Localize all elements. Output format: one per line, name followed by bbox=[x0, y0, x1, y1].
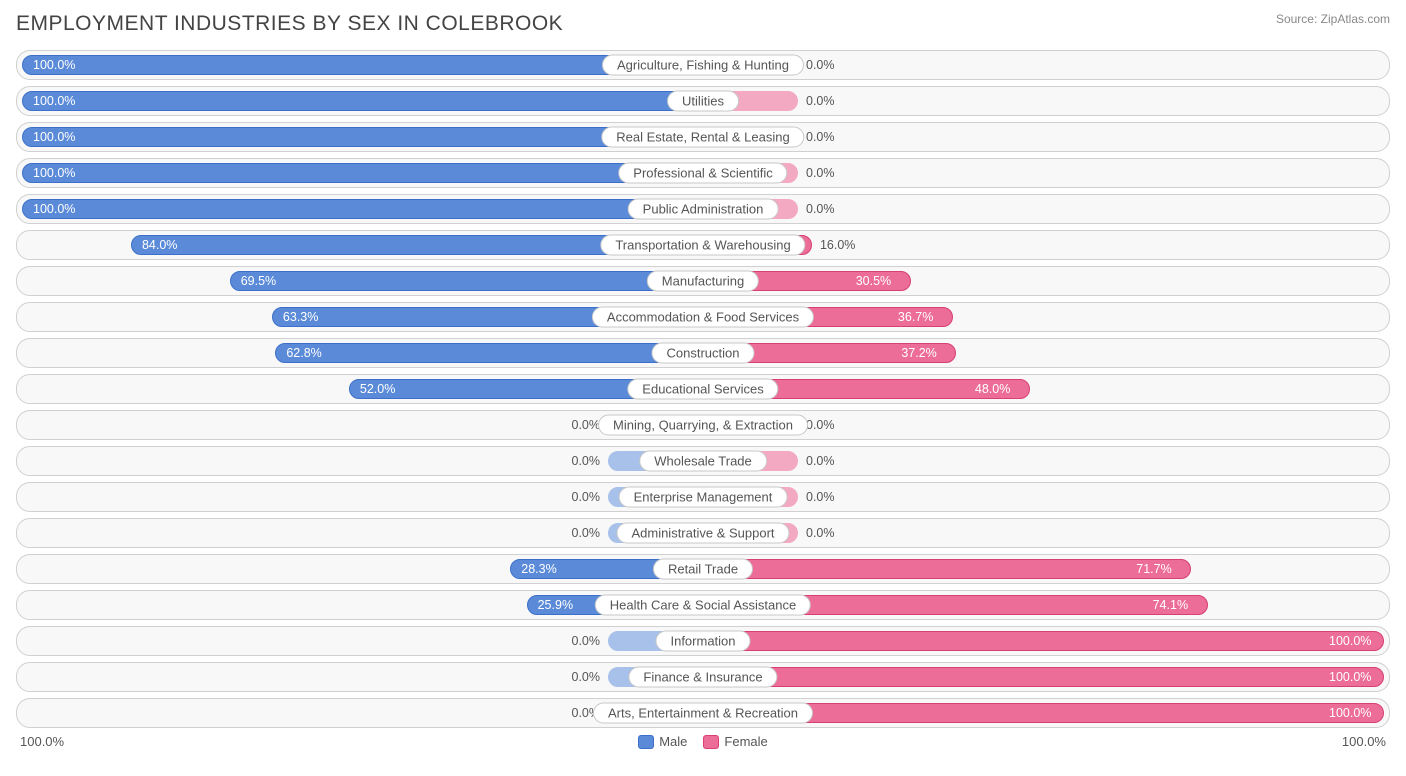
category-label: Information bbox=[655, 631, 750, 652]
male-value-label: 0.0% bbox=[572, 418, 601, 432]
female-bar bbox=[703, 667, 1384, 687]
legend: Male Female bbox=[638, 734, 768, 749]
chart-row: 25.9% 74.1% Health Care & Social Assistanc… bbox=[16, 590, 1390, 620]
chart-row: 0.0% 0.0% Administrative & Support bbox=[16, 518, 1390, 548]
category-label: Utilities bbox=[667, 91, 739, 112]
axis-right-label: 100.0% bbox=[1342, 734, 1386, 749]
category-label: Wholesale Trade bbox=[639, 451, 767, 472]
chart-row: 100.0% 0.0%Real Estate, Rental & Leasing bbox=[16, 122, 1390, 152]
category-label: Professional & Scientific bbox=[618, 163, 787, 184]
chart-row: 100.0% 0.0% Utilities bbox=[16, 86, 1390, 116]
chart-row: 84.0% 16.0% Transportation & Warehousing bbox=[16, 230, 1390, 260]
male-bar bbox=[230, 271, 703, 291]
female-value-label: 0.0% bbox=[806, 94, 835, 108]
male-bar bbox=[22, 163, 703, 183]
chart-title: EMPLOYMENT INDUSTRIES BY SEX IN COLEBROO… bbox=[16, 12, 563, 36]
chart-header: EMPLOYMENT INDUSTRIES BY SEX IN COLEBROO… bbox=[16, 12, 1390, 36]
female-value-label: 100.0% bbox=[1329, 706, 1371, 720]
female-value-label: 0.0% bbox=[806, 130, 835, 144]
legend-female-swatch bbox=[703, 735, 719, 749]
category-label: Educational Services bbox=[627, 379, 778, 400]
legend-female-label: Female bbox=[724, 734, 767, 749]
female-value-label: 37.2% bbox=[901, 346, 936, 360]
male-value-label: 0.0% bbox=[572, 670, 601, 684]
legend-male-swatch bbox=[638, 735, 654, 749]
female-value-label: 0.0% bbox=[806, 490, 835, 504]
legend-female: Female bbox=[703, 734, 767, 749]
legend-male-label: Male bbox=[659, 734, 687, 749]
female-value-label: 16.0% bbox=[820, 238, 855, 252]
category-label: Transportation & Warehousing bbox=[600, 235, 805, 256]
category-label: Retail Trade bbox=[653, 559, 753, 580]
male-value-label: 0.0% bbox=[572, 490, 601, 504]
female-value-label: 0.0% bbox=[806, 418, 835, 432]
axis-left-label: 100.0% bbox=[20, 734, 64, 749]
male-value-label: 25.9% bbox=[538, 598, 573, 612]
chart-row: 28.3% 71.7% Retail Trade bbox=[16, 554, 1390, 584]
male-value-label: 63.3% bbox=[283, 310, 318, 324]
diverging-bar-chart: 100.0%0.0%Agriculture, Fishing & Hunting… bbox=[16, 50, 1390, 728]
category-label: Accommodation & Food Services bbox=[592, 307, 814, 328]
female-value-label: 100.0% bbox=[1329, 670, 1371, 684]
chart-row: 0.0% 100.0% Information bbox=[16, 626, 1390, 656]
male-value-label: 0.0% bbox=[572, 634, 601, 648]
female-value-label: 0.0% bbox=[806, 526, 835, 540]
chart-row: 100.0% 0.0% Professional & Scientific bbox=[16, 158, 1390, 188]
female-value-label: 0.0% bbox=[806, 202, 835, 216]
female-value-label: 0.0% bbox=[806, 58, 835, 72]
female-value-label: 36.7% bbox=[898, 310, 933, 324]
male-value-label: 100.0% bbox=[33, 58, 75, 72]
female-value-label: 0.0% bbox=[806, 454, 835, 468]
category-label: Administrative & Support bbox=[616, 523, 789, 544]
female-value-label: 74.1% bbox=[1153, 598, 1188, 612]
male-bar bbox=[22, 55, 703, 75]
category-label: Mining, Quarrying, & Extraction bbox=[598, 415, 808, 436]
female-bar bbox=[703, 631, 1384, 651]
female-value-label: 71.7% bbox=[1136, 562, 1171, 576]
chart-row: 0.0% 0.0% Enterprise Management bbox=[16, 482, 1390, 512]
chart-footer: 100.0% Male Female 100.0% bbox=[16, 734, 1390, 749]
male-value-label: 84.0% bbox=[142, 238, 177, 252]
chart-row: 0.0% 0.0%Mining, Quarrying, & Extraction bbox=[16, 410, 1390, 440]
category-label: Enterprise Management bbox=[619, 487, 788, 508]
female-value-label: 0.0% bbox=[806, 166, 835, 180]
category-label: Agriculture, Fishing & Hunting bbox=[602, 55, 804, 76]
chart-row: 0.0% 0.0% Wholesale Trade bbox=[16, 446, 1390, 476]
male-value-label: 0.0% bbox=[572, 454, 601, 468]
male-bar bbox=[22, 91, 703, 111]
category-label: Construction bbox=[652, 343, 755, 364]
female-value-label: 100.0% bbox=[1329, 634, 1371, 648]
male-value-label: 100.0% bbox=[33, 94, 75, 108]
chart-row: 63.3% 36.7% Accommodation & Food Services bbox=[16, 302, 1390, 332]
female-value-label: 48.0% bbox=[975, 382, 1010, 396]
female-value-label: 30.5% bbox=[856, 274, 891, 288]
category-label: Finance & Insurance bbox=[628, 667, 777, 688]
male-value-label: 100.0% bbox=[33, 166, 75, 180]
category-label: Health Care & Social Assistance bbox=[595, 595, 811, 616]
male-value-label: 28.3% bbox=[521, 562, 556, 576]
chart-row: 69.5% 30.5% Manufacturing bbox=[16, 266, 1390, 296]
male-bar bbox=[22, 199, 703, 219]
female-bar bbox=[703, 559, 1191, 579]
category-label: Public Administration bbox=[628, 199, 779, 220]
category-label: Real Estate, Rental & Leasing bbox=[601, 127, 804, 148]
male-value-label: 69.5% bbox=[241, 274, 276, 288]
legend-male: Male bbox=[638, 734, 687, 749]
chart-source: Source: ZipAtlas.com bbox=[1276, 12, 1390, 26]
male-value-label: 62.8% bbox=[286, 346, 321, 360]
male-value-label: 100.0% bbox=[33, 202, 75, 216]
chart-row: 100.0% 0.0% Public Administration bbox=[16, 194, 1390, 224]
chart-row: 62.8% 37.2% Construction bbox=[16, 338, 1390, 368]
category-label: Manufacturing bbox=[647, 271, 759, 292]
chart-row: 0.0%100.0%Arts, Entertainment & Recreati… bbox=[16, 698, 1390, 728]
male-value-label: 0.0% bbox=[572, 526, 601, 540]
male-value-label: 100.0% bbox=[33, 130, 75, 144]
chart-row: 0.0% 100.0% Finance & Insurance bbox=[16, 662, 1390, 692]
male-value-label: 52.0% bbox=[360, 382, 395, 396]
male-bar bbox=[275, 343, 703, 363]
chart-row: 100.0% 0.0%Agriculture, Fishing & Hunting bbox=[16, 50, 1390, 80]
category-label: Arts, Entertainment & Recreation bbox=[593, 703, 813, 724]
chart-row: 52.0% 48.0% Educational Services bbox=[16, 374, 1390, 404]
